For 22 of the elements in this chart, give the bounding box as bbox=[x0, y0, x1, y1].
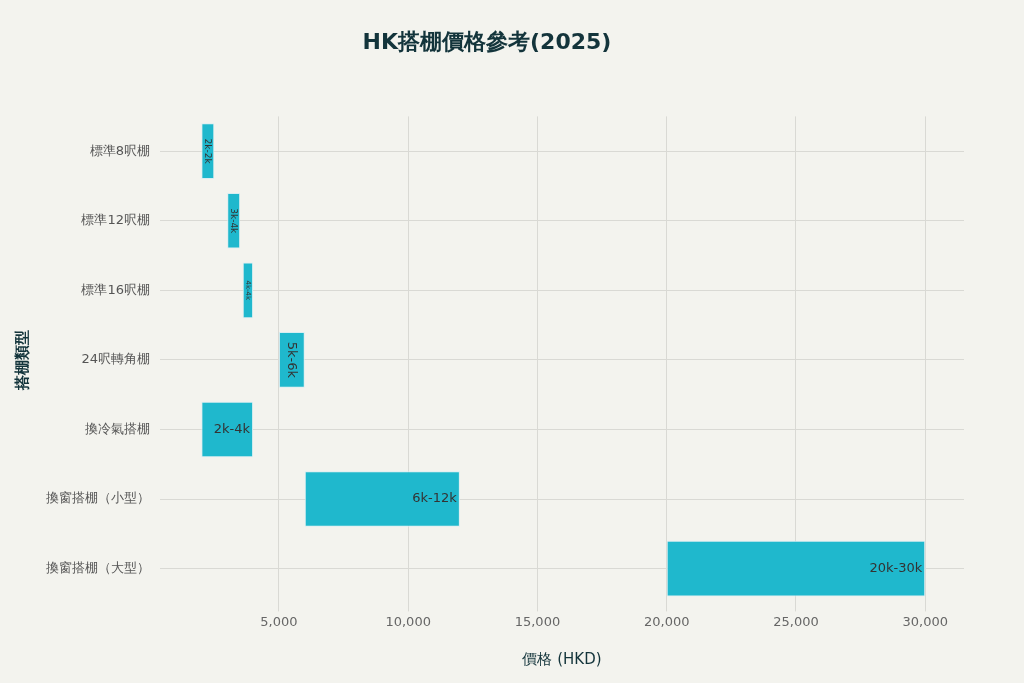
y-tick-label: 標準8呎棚 bbox=[89, 142, 150, 158]
annotation: 6k-12k bbox=[412, 490, 458, 506]
x-tick-label: 20,000 bbox=[643, 613, 690, 629]
y-tick-label: 換窗搭棚（大型） bbox=[46, 559, 150, 575]
chart-title: HK搭棚價格參考(2025) bbox=[362, 28, 612, 54]
annotation: 2k-4k bbox=[213, 420, 251, 436]
x-tick-label: 15,000 bbox=[514, 613, 561, 629]
x-tick-label: 5,000 bbox=[260, 613, 298, 629]
y-tick-label: 24呎轉角棚 bbox=[81, 351, 150, 367]
annotation: 20k-30k bbox=[869, 559, 923, 575]
y-tick-label: 換冷氣搭棚 bbox=[85, 420, 150, 436]
x-tick-label: 25,000 bbox=[773, 613, 819, 629]
x-axis-title: 價格 (HKD) bbox=[522, 649, 602, 668]
y-axis-title: 搭棚類型 bbox=[12, 329, 31, 391]
y-tick-label: 標準16呎棚 bbox=[81, 281, 150, 297]
x-tick-label: 10,000 bbox=[385, 613, 431, 629]
x-tick-label: 30,000 bbox=[902, 613, 948, 629]
annotation: 5k-6k bbox=[285, 341, 301, 379]
y-tick-label: 標準12呎棚 bbox=[81, 212, 150, 228]
annotation: 3k-4k bbox=[229, 208, 240, 235]
annotation: 2k-2k bbox=[203, 138, 214, 165]
y-tick-label: 換窗搭棚（小型） bbox=[46, 490, 150, 506]
